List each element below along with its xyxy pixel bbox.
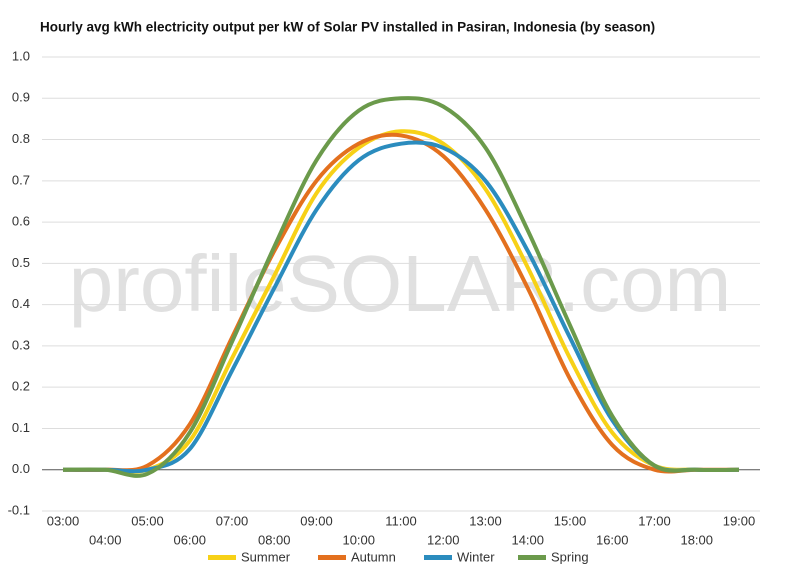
- y-tick-label: 0.9: [12, 90, 30, 105]
- x-tick-label: 19:00: [723, 513, 756, 528]
- legend-swatch: [318, 555, 346, 560]
- legend-swatch: [424, 555, 452, 560]
- x-tick-label: 13:00: [469, 513, 502, 528]
- x-tick-label: 06:00: [173, 532, 206, 547]
- x-tick-label: 03:00: [47, 513, 80, 528]
- x-tick-label: 17:00: [638, 513, 671, 528]
- series-line: [63, 129, 740, 474]
- y-tick-label: 0.1: [12, 420, 30, 435]
- y-tick-label: 0.5: [12, 255, 30, 270]
- x-tick-label: 07:00: [216, 513, 249, 528]
- y-tick-label: 0.6: [12, 214, 30, 229]
- y-tick-label: 0.4: [12, 296, 30, 311]
- legend-label: Winter: [457, 549, 495, 564]
- y-tick-label: 0.0: [12, 461, 30, 476]
- legend-label: Spring: [551, 549, 589, 564]
- x-tick-label: 04:00: [89, 532, 122, 547]
- x-tick-label: 14:00: [511, 532, 544, 547]
- x-tick-label: 10:00: [342, 532, 375, 547]
- legend-swatch: [208, 555, 236, 560]
- x-tick-label: 16:00: [596, 532, 629, 547]
- y-tick-label: 1.0: [12, 48, 30, 63]
- x-tick-label: 12:00: [427, 532, 460, 547]
- x-tick-label: 15:00: [554, 513, 587, 528]
- x-tick-label: 18:00: [680, 532, 713, 547]
- x-tick-label: 09:00: [300, 513, 333, 528]
- x-tick-label: 08:00: [258, 532, 291, 547]
- y-tick-label: 0.7: [12, 172, 30, 187]
- y-tick-label: 0.2: [12, 379, 30, 394]
- series-line: [62, 132, 739, 474]
- x-tick-label: 05:00: [131, 513, 164, 528]
- legend-label: Autumn: [351, 549, 396, 564]
- legend-label: Summer: [241, 549, 291, 564]
- y-tick-label: 0.3: [12, 337, 30, 352]
- chart-title: Hourly avg kWh electricity output per kW…: [40, 20, 655, 35]
- legend-swatch: [518, 555, 546, 560]
- x-tick-label: 11:00: [385, 513, 417, 528]
- y-tick-label: -0.1: [8, 502, 30, 517]
- y-tick-label: 0.8: [12, 131, 30, 146]
- series-line: [62, 96, 740, 478]
- watermark: profileSOLAR.com: [69, 239, 731, 328]
- series-line: [63, 140, 740, 474]
